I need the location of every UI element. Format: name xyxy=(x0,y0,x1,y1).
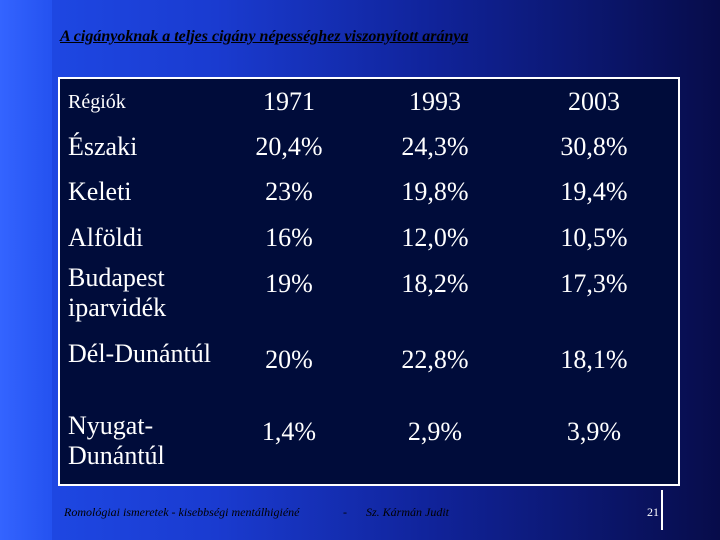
footer-divider xyxy=(661,490,663,530)
value-cell: 20,4% xyxy=(255,132,323,161)
region-name: Keleti xyxy=(68,177,132,206)
footer-author: Sz. Kármán Judit xyxy=(366,505,450,519)
value-cell: 19,4% xyxy=(560,177,628,206)
region-name: Nyugat-Dunántúl xyxy=(68,411,165,470)
value-cell: 19% xyxy=(265,269,313,298)
value-cell: 19,8% xyxy=(401,177,469,206)
region-name: Budapest iparvidék xyxy=(68,263,167,322)
footer-course: Romológiai ismeretek - kisebbségi mentál… xyxy=(64,505,300,519)
header-region: Régiók xyxy=(68,91,126,113)
value-cell: 2,9% xyxy=(407,417,463,446)
value-cell: 22,8% xyxy=(401,345,469,374)
value-cell: 18,1% xyxy=(560,345,628,374)
table-row: Dél-Dunántúl 20% 22,8% 18,1% xyxy=(60,337,678,409)
value-cell: 17,3% xyxy=(560,269,628,298)
slide-title: A cigányoknak a teljes cigány népességhe… xyxy=(60,28,469,45)
value-cell: 24,3% xyxy=(401,132,469,161)
header-year: 2003 xyxy=(568,87,620,116)
data-table: Régiók 1971 1993 2003 Északi 20,4% 24,3%… xyxy=(60,79,678,484)
left-accent-band xyxy=(0,0,52,540)
value-cell: 30,8% xyxy=(560,132,628,161)
region-name: Dél-Dunántúl xyxy=(68,339,211,368)
value-cell: 12,0% xyxy=(401,223,469,252)
value-cell: 16% xyxy=(265,223,313,252)
data-table-container: Régiók 1971 1993 2003 Északi 20,4% 24,3%… xyxy=(58,77,680,486)
value-cell: 18,2% xyxy=(401,269,469,298)
table-row: Nyugat-Dunántúl 1,4% 2,9% 3,9% xyxy=(60,409,678,484)
header-year: 1993 xyxy=(409,87,461,116)
table-header-row: Régiók 1971 1993 2003 xyxy=(60,79,678,125)
table-row: Északi 20,4% 24,3% 30,8% xyxy=(60,125,678,169)
value-cell: 23% xyxy=(265,177,313,206)
footer-separator: - xyxy=(343,505,347,519)
value-cell: 10,5% xyxy=(560,223,628,252)
region-name: Északi xyxy=(68,132,138,161)
value-cell: 3,9% xyxy=(566,417,622,446)
page-number: 21 xyxy=(647,505,659,519)
table-row: Keleti 23% 19,8% 19,4% xyxy=(60,169,678,215)
value-cell: 20% xyxy=(265,345,313,374)
table-row: Alföldi 16% 12,0% 10,5% xyxy=(60,215,678,261)
header-year: 1971 xyxy=(263,87,315,116)
value-cell: 1,4% xyxy=(261,417,317,446)
table-row: Budapest iparvidék 19% 18,2% 17,3% xyxy=(60,261,678,337)
region-name: Alföldi xyxy=(68,223,144,252)
